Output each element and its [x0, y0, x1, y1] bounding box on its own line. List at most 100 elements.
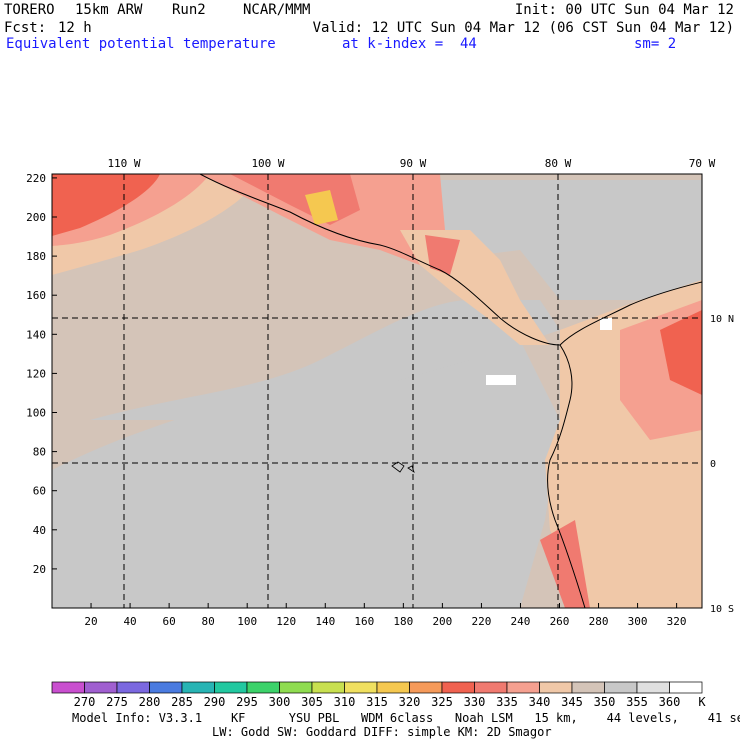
x-tick-label: 320: [667, 615, 687, 628]
x-tick-label: 240: [511, 615, 531, 628]
init-time: Init: 00 UTC Sun 04 Mar 12: [514, 2, 734, 18]
x-tick-label: 220: [471, 615, 491, 628]
x-tick-label: 40: [123, 615, 136, 628]
colorbar-labels: 270 275 280 285 290 295 300 305 310 315 320 325 330 3…: [74, 695, 707, 709]
colorbar-value: 335: [496, 695, 518, 709]
lat-lon-grid: [52, 174, 702, 608]
colorbar-value: 270: [74, 695, 96, 709]
colorbar-value: 345: [561, 695, 583, 709]
level-label: at k-index = 44: [342, 36, 477, 52]
model-resolution: 15km ARW: [75, 2, 143, 18]
field-white-speck: [486, 375, 516, 385]
colorbar-swatch: [279, 681, 313, 694]
y-tick-label: 120: [26, 367, 46, 380]
y-tick-label: 60: [33, 485, 46, 498]
colorbar-swatch: [571, 681, 605, 694]
colorbar-value: 315: [366, 695, 388, 709]
field-grey-band-2: [90, 300, 560, 420]
lat-label: 10 N: [710, 314, 734, 325]
forecast-hours: 12 h: [58, 20, 92, 36]
physics-info: LW: Godd SW: Goddard DIFF: simple KM: 2D…: [212, 725, 552, 739]
field-mexico-hot: [305, 190, 338, 225]
x-tick-label: 120: [276, 615, 296, 628]
y-tick-label: 160: [26, 289, 46, 302]
colorbar-swatch: [246, 681, 280, 694]
colorbar-value: 325: [431, 695, 453, 709]
y-tick-label: 20: [33, 563, 46, 576]
colorbar-value: 355: [626, 695, 648, 709]
map-field: [52, 174, 702, 608]
x-tick-label: 20: [84, 615, 97, 628]
smoothing-label: sm= 2: [634, 36, 677, 52]
field-grey-band: [52, 334, 560, 608]
colorbar-swatch: [636, 681, 670, 694]
colorbar-swatch: [51, 681, 85, 694]
x-tick-label: 160: [354, 615, 374, 628]
colorbar-swatch: [441, 681, 475, 694]
lon-label: 80 W: [545, 157, 572, 170]
colorbar-swatch: [669, 681, 703, 694]
colorbar-value: 360: [659, 695, 681, 709]
colorbar-value: 320: [399, 695, 421, 709]
colorbar-swatch: [376, 681, 410, 694]
colorbar-swatch: [214, 681, 248, 694]
colorbar-value: 340: [529, 695, 551, 709]
coastline-north: [199, 174, 702, 346]
x-tick-label: 280: [589, 615, 609, 628]
map-frame: [51, 173, 703, 609]
y-tick-label: 140: [26, 328, 46, 341]
organization: NCAR/MMM: [243, 2, 311, 18]
lon-label: 90 W: [400, 157, 427, 170]
x-tick-label: 100: [237, 615, 257, 628]
field-sa-core: [660, 310, 702, 395]
colorbar-value: 300: [269, 695, 291, 709]
x-tick-label: 260: [550, 615, 570, 628]
model-name: TORERO: [4, 2, 55, 18]
colorbar-swatch: [181, 681, 215, 694]
colorbar-swatch: [604, 681, 638, 694]
field-name: Equivalent potential temperature: [6, 36, 276, 52]
x-tick-label: 200: [432, 615, 452, 628]
colorbar-swatch: [311, 681, 345, 694]
colorbar-value: 290: [204, 695, 226, 709]
lat-label: 0: [710, 459, 716, 470]
colorbar-value: 350: [594, 695, 616, 709]
colorbar-swatch: [474, 681, 508, 694]
coastline-south-america: [547, 344, 586, 608]
x-tick-label: 180: [393, 615, 413, 628]
lon-label: 100 W: [251, 157, 284, 170]
colorbar-swatch: [84, 681, 118, 694]
colorbar-value: 295: [236, 695, 258, 709]
field-peru-coast: [540, 520, 590, 608]
colorbar-swatch: [506, 681, 540, 694]
colorbar-swatch: [149, 681, 183, 694]
x-axis-ticks: 20 40 60 80 100 120 140 160 180 200 220 240 260 280 30…: [84, 603, 687, 628]
lat-label: 10 S: [710, 604, 734, 615]
colorbar-value: 280: [139, 695, 161, 709]
y-axis-ticks: 220 200 180 160 140 120 100 80 60 40 20: [26, 172, 57, 576]
x-tick-label: 60: [162, 615, 175, 628]
field-ca-core: [425, 235, 460, 275]
run-label: Run2: [172, 2, 206, 18]
y-tick-label: 180: [26, 250, 46, 263]
y-tick-label: 200: [26, 211, 46, 224]
colorbar-swatch: [409, 681, 443, 694]
forecast-label: Fcst:: [4, 20, 47, 36]
x-tick-label: 140: [315, 615, 335, 628]
x-tick-label: 80: [202, 615, 215, 628]
field-grey-north: [380, 180, 702, 300]
valid-time: Valid: 12 UTC Sun 04 Mar 12 (06 CST Sun …: [312, 20, 734, 36]
colorbar-swatch: [539, 681, 573, 694]
lon-label: 110 W: [107, 157, 140, 170]
colorbar-value: 330: [464, 695, 486, 709]
colorbar-value: 310: [334, 695, 356, 709]
model-info: Model Info: V3.3.1 KF YSU PBL WDM 6class…: [72, 711, 740, 725]
colorbar: [51, 681, 703, 694]
field-white-speck: [600, 318, 612, 330]
lon-label: 70 W: [689, 157, 716, 170]
y-tick-label: 80: [33, 446, 46, 459]
y-tick-label: 40: [33, 524, 46, 537]
colorbar-swatch: [344, 681, 378, 694]
colorbar-swatch: [116, 681, 150, 694]
